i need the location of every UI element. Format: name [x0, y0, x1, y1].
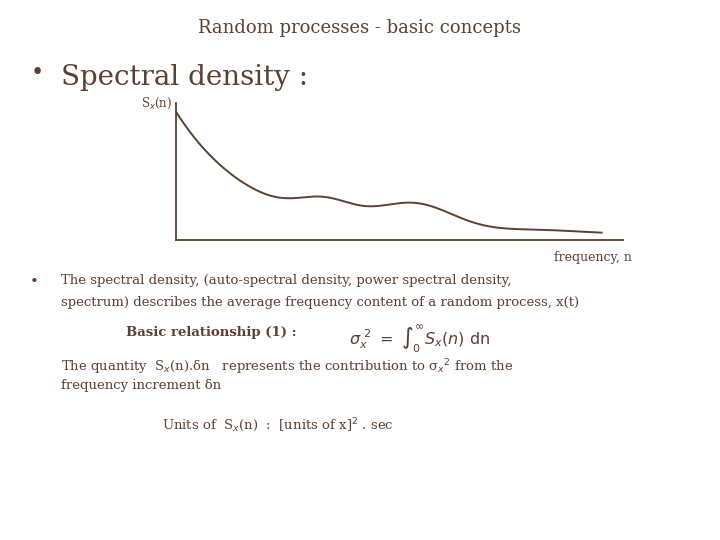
Text: Spectral density :: Spectral density :: [61, 64, 308, 91]
Text: Random processes - basic concepts: Random processes - basic concepts: [199, 19, 521, 37]
Text: The spectral density, (auto-spectral density, power spectral density,: The spectral density, (auto-spectral den…: [61, 274, 512, 287]
Text: Units of  S$_x$(n)  :  [units of x]$^2$ . sec: Units of S$_x$(n) : [units of x]$^2$ . s…: [162, 416, 394, 434]
Text: $\sigma_x^{\ 2}\ =\ \int_0^{\infty} S_x(n)\ \mathrm{dn}$: $\sigma_x^{\ 2}\ =\ \int_0^{\infty} S_x(…: [349, 323, 490, 355]
Text: The quantity  S$_x$(n).δn   represents the contribution to σ$_x$$^2$ from the: The quantity S$_x$(n).δn represents the …: [61, 357, 513, 377]
Text: •: •: [30, 275, 39, 289]
Text: •: •: [30, 62, 43, 84]
Text: frequency, n: frequency, n: [554, 251, 631, 264]
Text: S$_x$(n): S$_x$(n): [140, 96, 172, 111]
Text: spectrum) describes the average frequency content of a random process, x(t): spectrum) describes the average frequenc…: [61, 296, 580, 309]
Text: frequency increment δn: frequency increment δn: [61, 379, 221, 392]
Text: Basic relationship (1) :: Basic relationship (1) :: [126, 326, 297, 339]
